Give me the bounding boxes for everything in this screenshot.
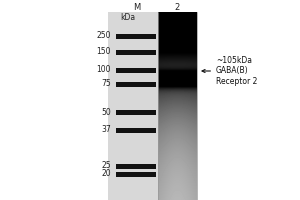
Text: 2: 2 xyxy=(174,3,180,12)
Bar xyxy=(116,171,156,177)
Text: 20: 20 xyxy=(101,170,111,178)
Bar xyxy=(116,33,156,38)
Bar xyxy=(116,164,156,168)
Bar xyxy=(116,82,156,86)
Bar xyxy=(116,49,156,54)
Text: 37: 37 xyxy=(101,126,111,134)
Text: 25: 25 xyxy=(101,162,111,170)
Text: M: M xyxy=(133,3,140,12)
Bar xyxy=(116,68,156,72)
Text: ~105kDa
GABA(B)
Receptor 2: ~105kDa GABA(B) Receptor 2 xyxy=(202,56,257,86)
Text: 250: 250 xyxy=(97,31,111,40)
Bar xyxy=(116,128,156,133)
Text: 150: 150 xyxy=(97,47,111,56)
Text: kDa: kDa xyxy=(120,14,135,22)
Text: 50: 50 xyxy=(101,108,111,116)
Text: 100: 100 xyxy=(97,66,111,74)
Bar xyxy=(108,12,196,200)
Text: 75: 75 xyxy=(101,79,111,88)
Bar xyxy=(116,110,156,114)
